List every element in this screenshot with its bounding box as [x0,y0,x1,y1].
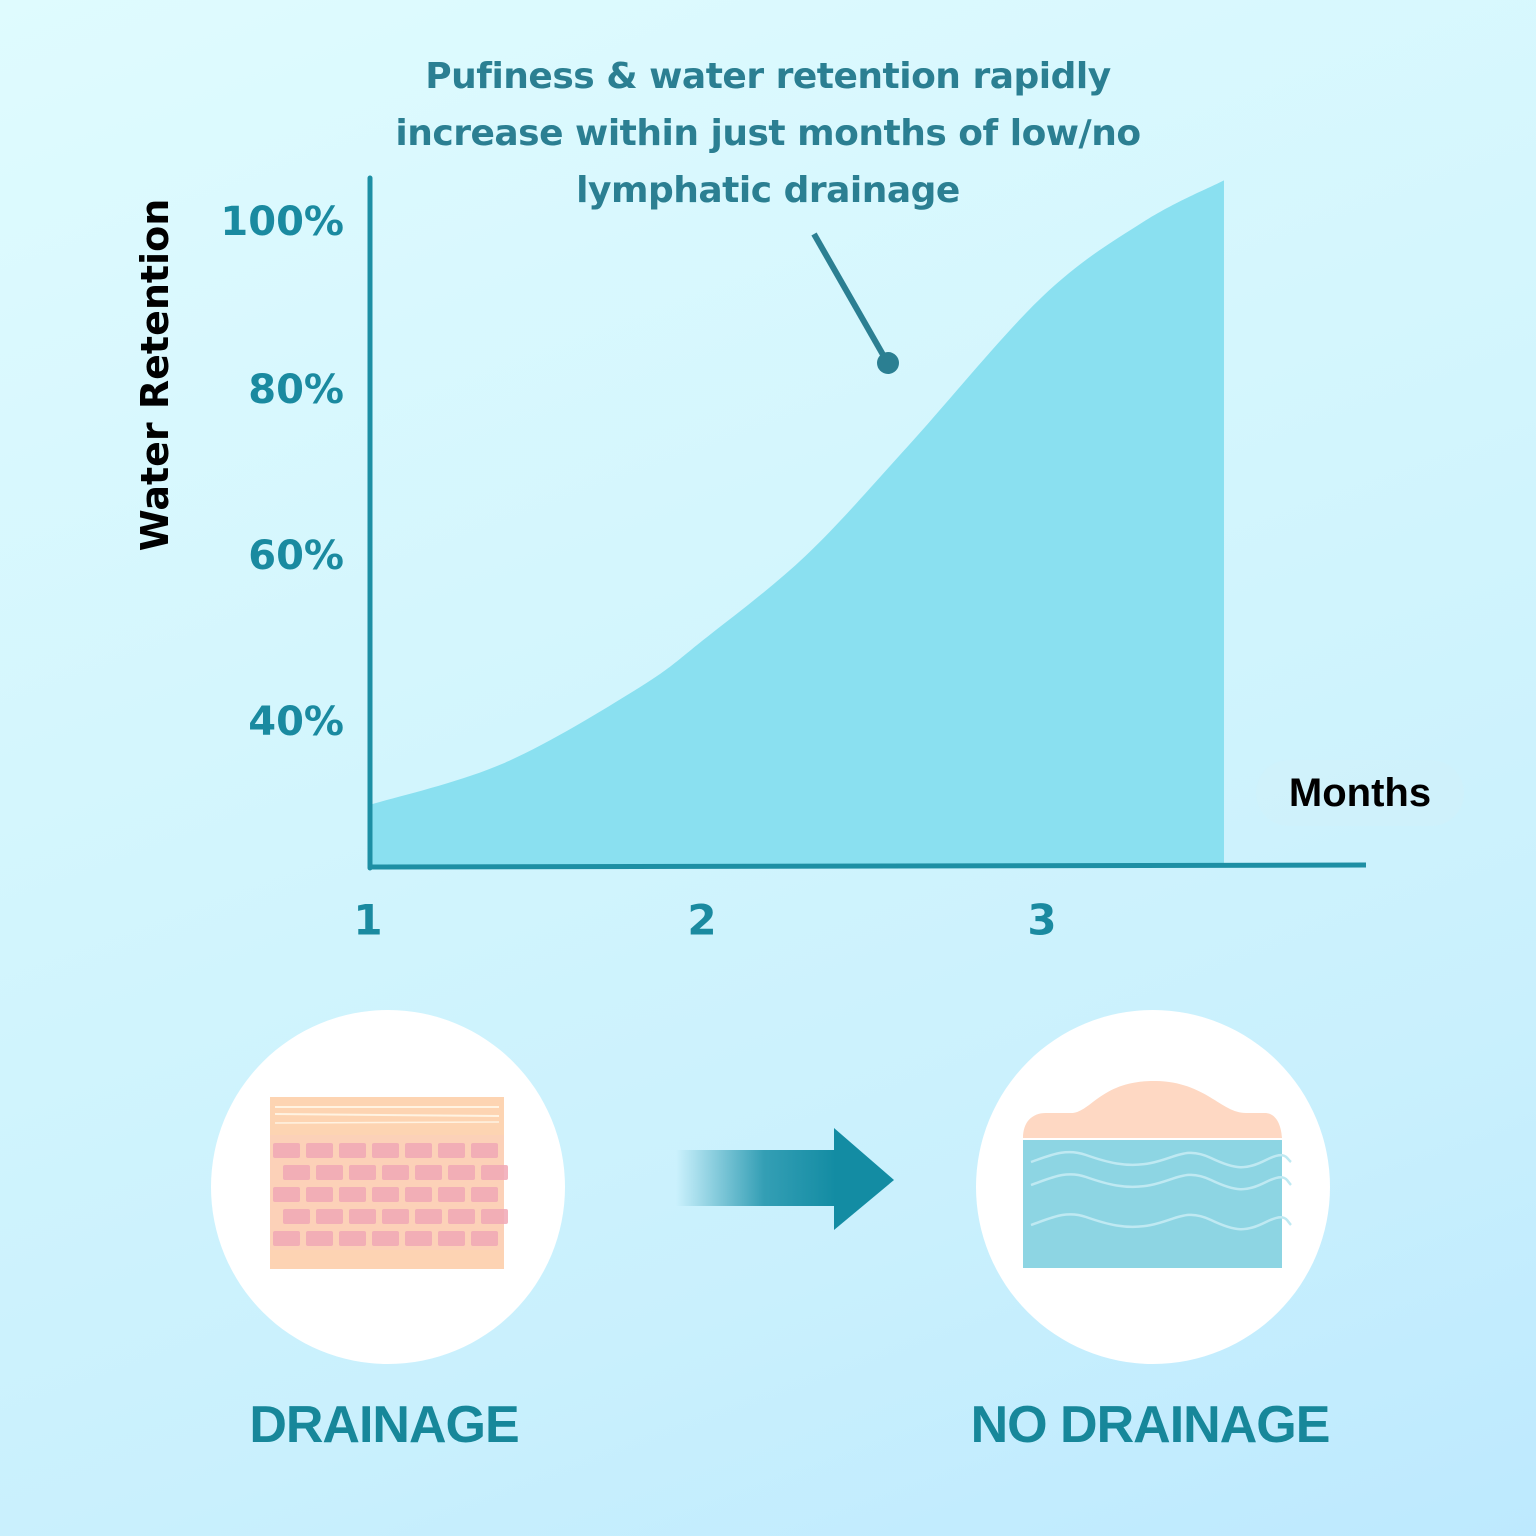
tissue-cell [349,1209,376,1224]
annotation-pointer-line [811,232,889,362]
x-tick-label: 1 [353,895,383,945]
tissue-cell [349,1165,376,1180]
tissue-cell [415,1165,442,1180]
y-tick-label: 80% [248,367,344,413]
tissue-cell [273,1231,300,1246]
tissue-cell [405,1231,432,1246]
tissue-cell [382,1209,409,1224]
tissue-cell [306,1143,333,1158]
healthy-tissue-icon [270,1097,508,1269]
tissue-cell [448,1209,475,1224]
y-tick-label: 100% [220,199,344,245]
tissue-cell [471,1231,498,1246]
drainage-illustration [211,1010,565,1364]
no-drainage-caption: NO DRAINAGE [970,1396,1331,1454]
tissue-cell [405,1187,432,1202]
tissue-cell [471,1143,498,1158]
swollen-tissue-icon [1023,1080,1292,1268]
y-tick-label: 60% [248,533,344,579]
tissue-cell [481,1209,508,1224]
area-series-fill [368,180,1224,867]
tissue-cell [448,1165,475,1180]
tissue-cell [273,1187,300,1202]
tissue-cell [415,1209,442,1224]
tissue-cell [372,1187,399,1202]
arrow-right-icon [676,1128,894,1230]
tissue-cell [316,1209,343,1224]
chart-annotation: Pufiness & water retention rapidly incre… [395,56,1141,211]
tissue-cell [438,1231,465,1246]
x-axis-label: Months [1256,760,1464,826]
tissue-cell [283,1165,310,1180]
tissue-cell [316,1165,343,1180]
x-tick-label: 3 [1027,895,1057,945]
tissue-cell [438,1187,465,1202]
tissue-cell [306,1187,333,1202]
tissue-cell [339,1187,366,1202]
tissue-cell [283,1209,310,1224]
no-drainage-illustration [976,1010,1330,1364]
tissue-cell [306,1231,333,1246]
y-tick-label: 40% [248,699,344,745]
tissue-cell [273,1143,300,1158]
tissue-cell [481,1165,508,1180]
x-tick-label: 2 [687,895,717,945]
tissue-cell [471,1187,498,1202]
drainage-caption: DRAINAGE [249,1396,519,1454]
x-axis-line [367,862,1367,870]
annotation-pointer-dot [877,352,899,374]
tissue-cell [382,1165,409,1180]
tissue-cell [372,1231,399,1246]
x-axis-label-text: Months [1288,770,1432,815]
tissue-cell [438,1143,465,1158]
tissue-cell [405,1143,432,1158]
tissue-cell [372,1143,399,1158]
tissue-cell [339,1143,366,1158]
tissue-cell [339,1231,366,1246]
